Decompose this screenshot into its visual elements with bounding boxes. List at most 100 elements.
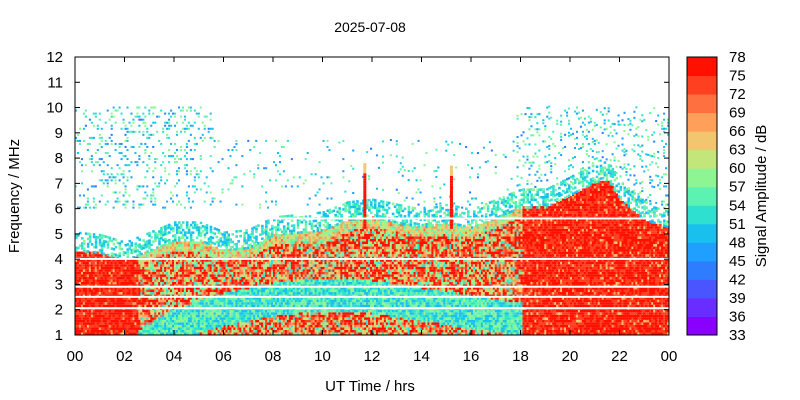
heatmap-cell — [138, 289, 141, 293]
heatmap-cell — [132, 317, 135, 320]
heatmap-cell — [128, 279, 132, 282]
heatmap-cell — [106, 173, 109, 176]
heatmap-cell — [124, 281, 128, 285]
heatmap-cell — [278, 155, 282, 158]
heatmap-cell — [213, 259, 217, 262]
heatmap-cell — [110, 274, 114, 277]
heatmap-cell — [179, 264, 183, 267]
heatmap-cell — [112, 329, 116, 333]
heatmap-cell — [106, 299, 110, 303]
heatmap-cell — [164, 206, 167, 209]
heatmap-cell — [142, 269, 145, 272]
heatmap-cell — [102, 297, 106, 300]
heatmap-cell — [144, 240, 147, 244]
heatmap-cell — [128, 302, 132, 305]
heatmap-cell — [146, 324, 149, 328]
heatmap-cell — [80, 292, 84, 295]
heatmap-cell — [199, 249, 203, 252]
heatmap-cell — [102, 259, 106, 262]
heatmap-cell — [116, 109, 119, 112]
heatmap-cell — [140, 324, 143, 328]
heatmap-cell — [138, 259, 141, 262]
heatmap-cell — [213, 242, 217, 246]
heatmap-cell — [199, 136, 202, 139]
heatmap-cell — [219, 304, 223, 308]
heatmap-cell — [219, 269, 223, 272]
heatmap-cell — [219, 324, 223, 328]
heatmap-cell — [175, 317, 179, 320]
heatmap-cell — [160, 237, 163, 240]
heatmap-cell — [150, 324, 153, 328]
heatmap-cell — [172, 279, 175, 282]
heatmap-cell — [158, 322, 161, 325]
heatmap-cell — [98, 286, 102, 290]
heatmap-cell — [150, 312, 153, 315]
heatmap-cell — [172, 239, 175, 243]
heatmap-cell — [166, 312, 169, 315]
heatmap-cell — [90, 297, 94, 300]
heatmap-cell — [90, 259, 94, 262]
heatmap-cell — [104, 121, 107, 124]
heatmap-cell — [122, 292, 126, 295]
heatmap-cell — [154, 121, 157, 124]
heatmap-cell — [199, 314, 203, 318]
heatmap-cell — [150, 194, 153, 197]
heatmap-cell — [80, 276, 84, 280]
heatmap-cell — [253, 145, 256, 148]
heatmap-cell — [128, 329, 132, 333]
heatmap-cell — [102, 302, 106, 305]
heatmap-cell — [166, 322, 169, 325]
heatmap-cell — [124, 251, 128, 255]
heatmap-cell — [213, 317, 217, 320]
heatmap-cell — [136, 188, 139, 191]
heatmap-cell — [203, 317, 207, 320]
heatmap-cell — [138, 324, 141, 328]
heatmap-cell — [195, 170, 198, 173]
heatmap-cell — [201, 324, 205, 328]
heatmap-cell — [174, 233, 177, 237]
heatmap-cell — [88, 235, 92, 238]
heatmap-cell — [112, 206, 115, 209]
heatmap-cell — [92, 332, 96, 335]
heatmap-cell — [177, 236, 181, 239]
heatmap-cell — [174, 249, 177, 252]
heatmap-cell — [162, 286, 165, 290]
heatmap-cell — [189, 297, 193, 300]
heatmap-cell — [104, 203, 107, 206]
heatmap-cell — [114, 142, 117, 145]
heatmap-cell — [187, 314, 191, 318]
heatmap-cell — [102, 292, 106, 295]
heatmap-cell — [136, 304, 139, 308]
heatmap-cell — [134, 274, 137, 277]
heatmap-cell — [205, 251, 209, 255]
heatmap-cell — [106, 276, 110, 280]
heatmap-cell — [102, 271, 106, 275]
heatmap-cell — [130, 264, 134, 267]
heatmap-cell — [207, 246, 211, 250]
heatmap-cell — [211, 264, 215, 267]
heatmap-cell — [122, 176, 125, 179]
heatmap-cell — [142, 197, 145, 200]
heatmap-cell — [179, 246, 183, 250]
heatmap-cell — [172, 276, 175, 280]
heatmap-cell — [138, 314, 141, 318]
heatmap-cell — [217, 274, 221, 277]
heatmap-cell — [177, 309, 181, 313]
heatmap-cell — [110, 133, 113, 136]
heatmap-cell — [162, 251, 165, 255]
heatmap-cell — [185, 281, 189, 285]
heatmap-cell — [193, 185, 196, 188]
heatmap-cell — [124, 203, 127, 206]
heatmap-cell — [80, 332, 84, 335]
heatmap-cell — [136, 289, 139, 293]
heatmap-cell — [189, 266, 193, 270]
heatmap-cell — [193, 312, 197, 315]
heatmap-cell — [175, 271, 179, 275]
heatmap-cell — [207, 281, 211, 285]
heatmap-cell — [146, 289, 149, 293]
heatmap-cell — [128, 309, 132, 313]
heatmap-cell — [158, 242, 161, 246]
heatmap-cell — [168, 259, 171, 262]
heatmap-cell — [150, 261, 153, 265]
heatmap-cell — [82, 259, 86, 262]
